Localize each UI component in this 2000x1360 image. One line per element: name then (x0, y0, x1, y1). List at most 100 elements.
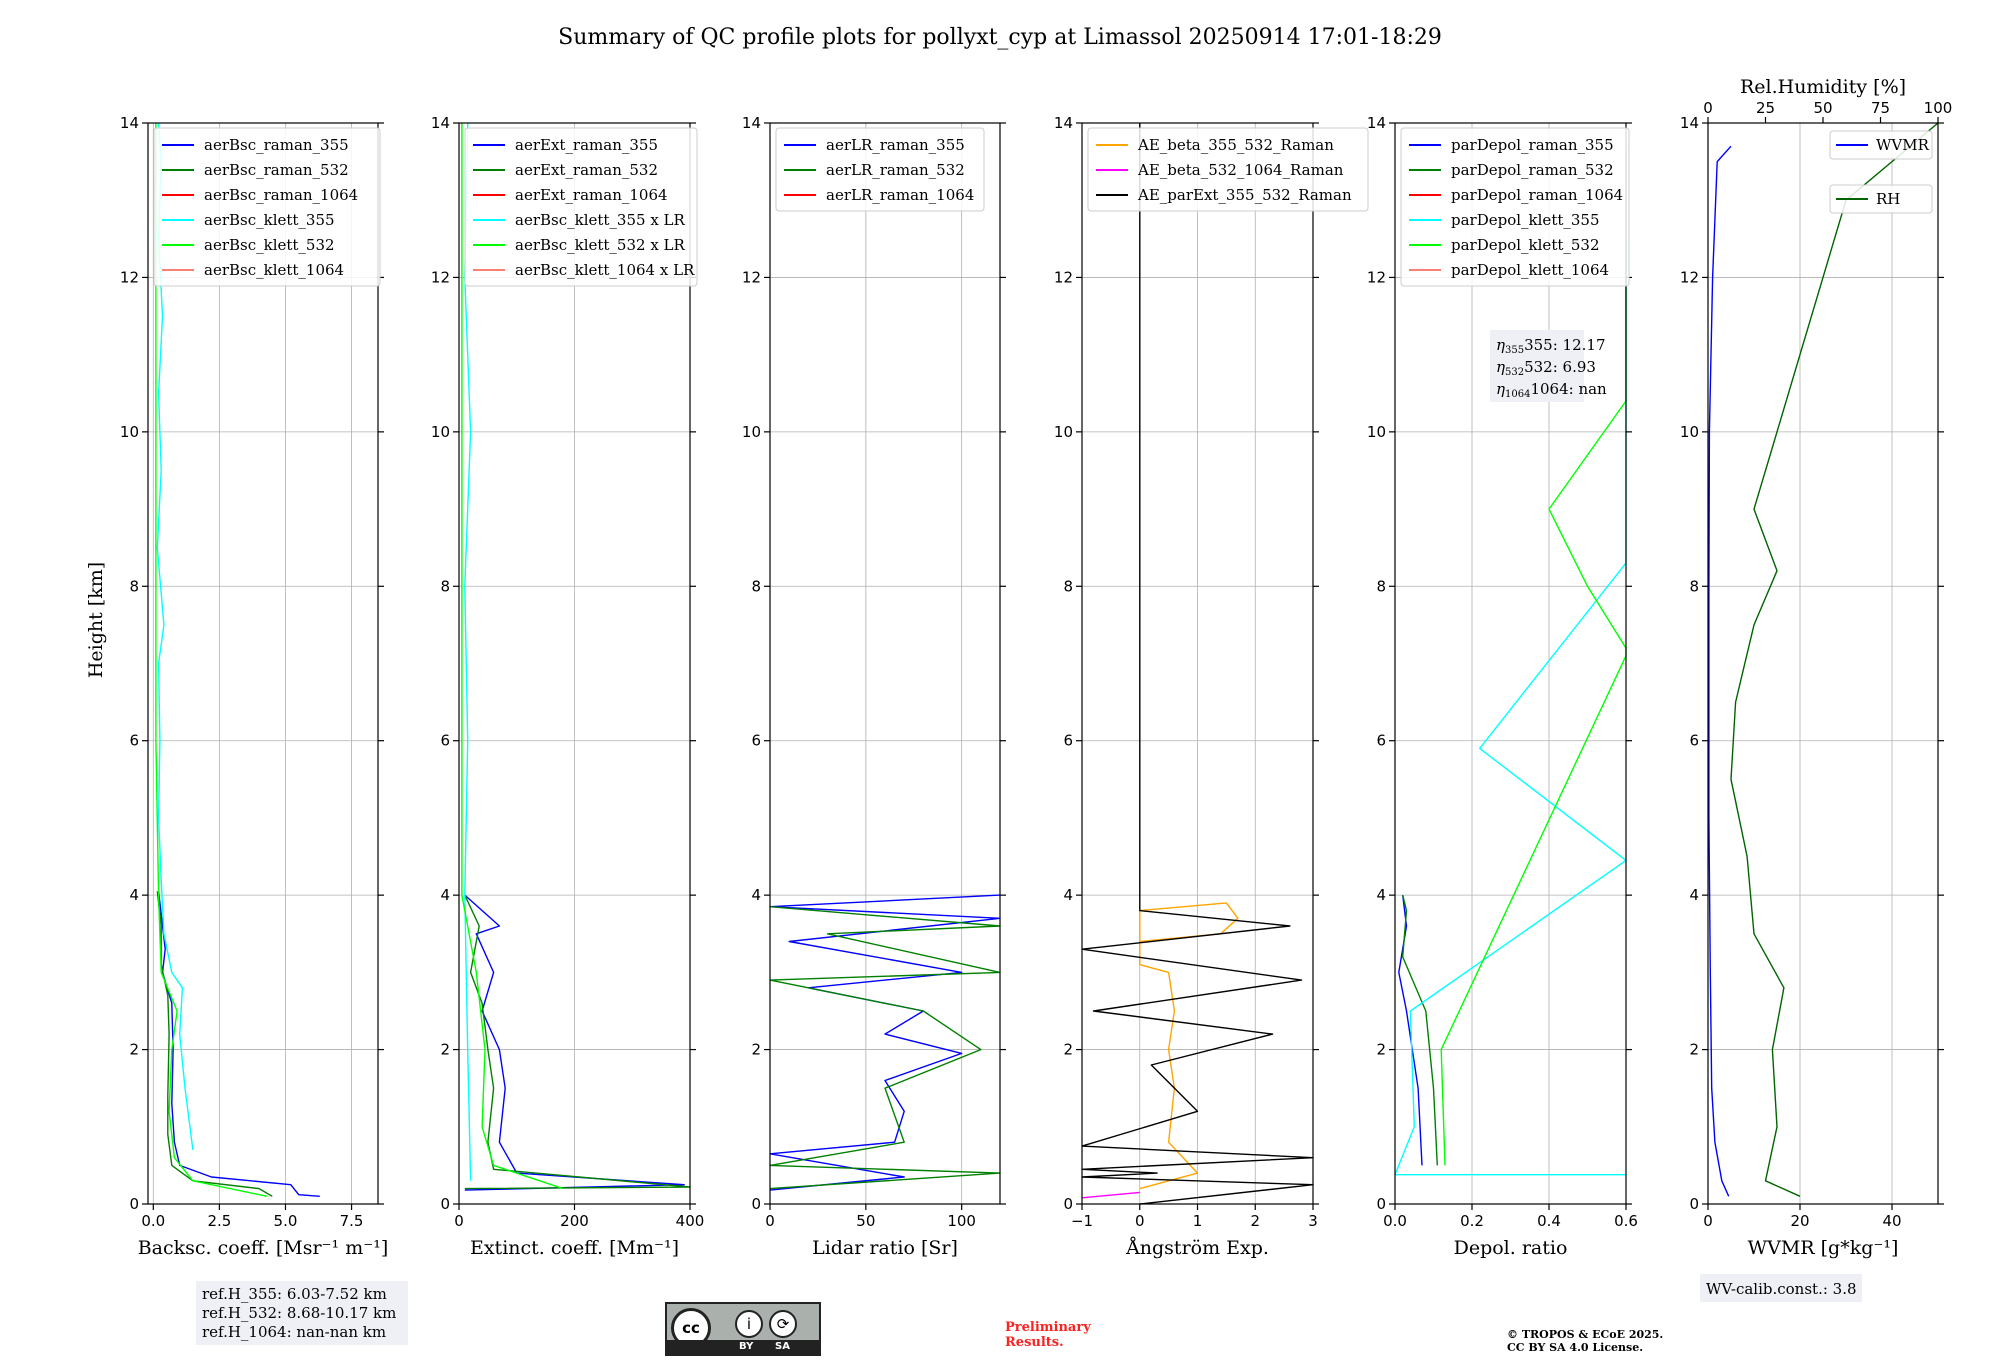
x-tick-label: 0.2 (1460, 1212, 1484, 1230)
plot-frame (147, 122, 379, 1205)
y-tick-label: 6 (1063, 732, 1073, 750)
x-tick-label: 400 (676, 1212, 705, 1230)
x2-tick-label: 75 (1871, 99, 1890, 117)
x-tick-label: 2.5 (207, 1212, 231, 1230)
y-tick-label: 0 (440, 1195, 450, 1213)
preliminary-line-1: Preliminary (1005, 1320, 1091, 1335)
ref-height-532: ref.H_532: 8.68-10.17 km (202, 1304, 396, 1322)
y-tick-label: 2 (751, 1041, 761, 1059)
plot-frame (769, 122, 1001, 1205)
legend-label: AE_beta_532_1064_Raman (1137, 161, 1344, 179)
x-tick-label: 3 (1308, 1212, 1318, 1230)
x-tick-label: 0 (1135, 1212, 1145, 1230)
preliminary-line-2: Results. (1005, 1335, 1064, 1350)
by-label: BY (739, 1341, 754, 1352)
series-line-4 (156, 122, 194, 1151)
y-tick-label: 6 (751, 732, 761, 750)
y-tick-label: 14 (120, 114, 139, 132)
eta-box: η355355: 12.17 η532532: 6.93 η10641064: … (1490, 330, 1607, 402)
y-tick-label: 8 (1063, 577, 1073, 595)
y-tick-label: 10 (431, 423, 450, 441)
y-tick-label: 12 (742, 268, 761, 286)
x2-tick-label: 25 (1756, 99, 1775, 117)
x-tick-label: 0.0 (141, 1212, 165, 1230)
ref-heights-box: ref.H_355: 6.03-7.52 km ref.H_532: 8.68-… (196, 1281, 408, 1345)
legend-label: aerBsc_klett_355 (204, 211, 335, 229)
x-tick-label: 0 (1703, 1212, 1713, 1230)
legend-label: aerLR_raman_1064 (826, 186, 974, 204)
x-axis-label: Extinct. coeff. [Mm⁻¹] (470, 1237, 679, 1259)
series-line-1 (769, 894, 1001, 1191)
legend-label: aerBsc_raman_532 (204, 161, 349, 179)
y-tick-label: 12 (120, 268, 139, 286)
legend-label: aerBsc_raman_355 (204, 136, 349, 154)
y-tick-label: 10 (1054, 423, 1073, 441)
y-tick-label: 14 (431, 114, 450, 132)
legend: AE_beta_355_532_Raman AE_beta_532_1064_Ra… (1087, 127, 1369, 212)
x-tick-label: −1 (1071, 1212, 1093, 1230)
legend: aerExt_raman_355 aerExt_raman_532 aerExt_r… (464, 127, 698, 287)
license-badge: cc i ⟳ BY SA (665, 1302, 821, 1356)
x2-tick-label: 50 (1813, 99, 1832, 117)
y-tick-label: 4 (1376, 886, 1386, 904)
y-tick-label: 14 (1367, 114, 1386, 132)
x-axis-label: Backsc. coeff. [Msr⁻¹ m⁻¹] (138, 1237, 389, 1259)
x2-axis-label: Rel.Humidity [%] (1740, 76, 1906, 98)
panel-1: 0 2 4 6 8 10 12 14 0.0 2.5 5.0 7.5 Backsc. coeff. [M… (120, 114, 388, 1259)
legend-label: aerBsc_klett_1064 x LR (515, 261, 695, 279)
series-line-5 (155, 123, 268, 1197)
legend-label: aerLR_raman_355 (826, 136, 965, 154)
panel-3: 0 2 4 6 8 10 12 14 0 50 100 Lidar ratio [Sr] aerLR_r… (742, 114, 1006, 1259)
legend-label: parDepol_klett_1064 (1451, 261, 1609, 279)
eta-355: η355355: 12.17 (1496, 336, 1606, 356)
by-person-icon: i (735, 1310, 763, 1338)
y-tick-label: 0 (1063, 1195, 1073, 1213)
legend-label: aerExt_raman_1064 (515, 186, 668, 204)
legend-box (775, 127, 985, 212)
series-line-1 (1139, 902, 1239, 1190)
y-tick-label: 12 (1054, 268, 1073, 286)
series-line-2 (464, 894, 691, 1190)
figure-title: Summary of QC profile plots for pollyxt_… (558, 25, 1442, 50)
y-tick-label: 10 (742, 423, 761, 441)
x-tick-label: 0 (454, 1212, 464, 1230)
x2-tick-label: 0 (1703, 99, 1713, 117)
y-tick-label: 0 (1376, 1195, 1386, 1213)
plot-frame (1707, 122, 1939, 1205)
ref-height-1064: ref.H_1064: nan-nan km (202, 1323, 386, 1341)
legend-label: aerBsc_klett_355 x LR (515, 211, 686, 229)
series-line-2 (156, 891, 273, 1197)
wv-calib-box: WV-calib.const.: 3.8 (1700, 1274, 1862, 1302)
legend-label: aerExt_raman_355 (515, 136, 658, 154)
legend: WVMR RH (1829, 130, 1933, 214)
legend-label: aerExt_raman_532 (515, 161, 658, 179)
legend-box (1400, 127, 1630, 287)
legend-label: parDepol_raman_355 (1451, 136, 1614, 154)
y-tick-label: 2 (1376, 1041, 1386, 1059)
legend-label: AE_parExt_355_532_Raman (1137, 186, 1352, 204)
legend-label: RH (1876, 190, 1900, 208)
legend-label: aerBsc_klett_532 x LR (515, 236, 686, 254)
ref-height-355: ref.H_355: 6.03-7.52 km (202, 1285, 387, 1303)
series-line-4 (1394, 146, 1627, 1176)
x-tick-label: 1 (1193, 1212, 1203, 1230)
y-tick-label: 12 (1680, 268, 1699, 286)
x-tick-label: 50 (856, 1212, 875, 1230)
y-tick-label: 12 (431, 268, 450, 286)
copyright-line-1: © TROPOS & ECoE 2025. (1507, 1328, 1664, 1341)
legend-label: aerBsc_raman_1064 (204, 186, 358, 204)
legend-label: parDepol_klett_355 (1451, 211, 1600, 229)
legend: aerBsc_raman_355 aerBsc_raman_532 aerBsc_r… (153, 127, 381, 287)
y-tick-label: 4 (751, 886, 761, 904)
x-tick-label: 0.6 (1614, 1212, 1638, 1230)
y-tick-label: 14 (1054, 114, 1073, 132)
series-line-2 (1402, 894, 1438, 1166)
y-tick-label: 10 (120, 423, 139, 441)
x2-tick-label: 100 (1924, 99, 1953, 117)
series-line-1 (157, 891, 320, 1197)
x-tick-label: 5.0 (274, 1212, 298, 1230)
series-line-5 (461, 123, 564, 1190)
x-axis-label: WVMR [g*kg⁻¹] (1748, 1237, 1899, 1259)
